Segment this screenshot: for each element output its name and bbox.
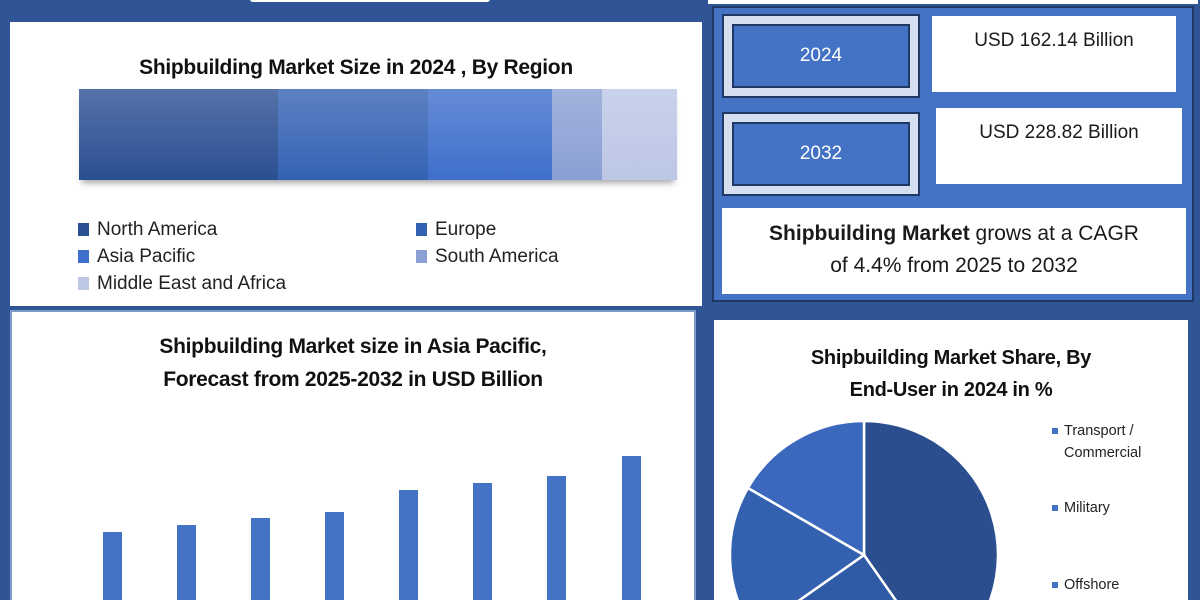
legend-item: Middle East and Africa: [78, 272, 416, 295]
asia-pacific-chart-title: Shipbuilding Market size in Asia Pacific…: [12, 330, 694, 396]
legend-label-line-1: Transport /: [1064, 423, 1134, 439]
end-user-panel: Shipbuilding Market Share, By End-User i…: [714, 320, 1188, 600]
frame-top-strip: [708, 0, 1198, 4]
year-label-2032: 2032: [732, 122, 910, 186]
eu-title-line-1: Shipbuilding Market Share, By: [810, 347, 1092, 369]
region-panel: Shipbuilding Market Size in 2024 , By Re…: [10, 22, 702, 306]
pie-legend-item: Transport / Commercial: [1052, 420, 1141, 464]
legend-swatch: [78, 277, 89, 290]
legend-label: Military: [1064, 500, 1110, 516]
bar: [399, 490, 418, 600]
eu-title-line-2: End-User in 2024 in %: [849, 379, 1053, 401]
cagr-statement: Shipbuilding Market grows at a CAGR of 4…: [722, 208, 1186, 294]
legend-swatch: [416, 250, 427, 263]
bar-segment: [79, 89, 279, 180]
legend-swatch: [1052, 505, 1058, 511]
legend-item: North America: [78, 218, 416, 241]
cagr-text-2: of 4.4% from 2025 to 2032: [830, 254, 1078, 277]
legend-label: Europe: [435, 218, 497, 240]
year-box-2024: 2024: [722, 14, 920, 98]
region-legend: North America Europe Asia Pacific South Ame…: [78, 218, 638, 295]
pie-slice: [797, 553, 898, 600]
pie-legend-item: Military: [1052, 497, 1110, 519]
bar-segment: [278, 89, 429, 180]
region-stacked-bar: [79, 89, 677, 180]
bar: [251, 518, 270, 600]
legend-item: Europe: [416, 218, 636, 241]
legend-label: Middle East and Africa: [97, 272, 287, 294]
bar: [622, 456, 641, 600]
ap-title-line-1: Shipbuilding Market size in Asia Pacific…: [159, 335, 547, 358]
legend-swatch: [78, 250, 89, 263]
market-value-2032: USD 228.82 Billion: [936, 108, 1182, 184]
region-chart-title: Shipbuilding Market Size in 2024 , By Re…: [139, 56, 573, 79]
market-value-2024: USD 162.14 Billion: [932, 16, 1176, 92]
legend-label: Asia Pacific: [97, 245, 196, 267]
legend-label: Transport / Commercial: [1064, 420, 1141, 464]
bar-segment: [552, 89, 603, 180]
bar-segment: [428, 89, 552, 180]
ap-title-line-2: Forecast from 2025-2032 in USD Billion: [163, 368, 543, 391]
kpi-area: 2024 USD 162.14 Billion 2032 USD 228.82 …: [712, 6, 1194, 302]
legend-swatch: [416, 223, 427, 236]
bar: [177, 525, 196, 600]
end-user-chart-title: Shipbuilding Market Share, By End-User i…: [714, 342, 1188, 406]
pie-slice: [746, 419, 866, 558]
pie-slice: [862, 419, 1000, 600]
legend-item: Asia Pacific: [78, 245, 416, 268]
bar: [473, 483, 492, 600]
legend-swatch: [1052, 582, 1058, 588]
legend-label-line-2: Commercial: [1064, 445, 1142, 461]
year-label-2024: 2024: [732, 24, 910, 88]
legend-swatch: [1052, 428, 1058, 434]
legend-item: South America: [416, 245, 636, 268]
asia-pacific-bar-chart: [12, 312, 698, 600]
year-box-2032: 2032: [722, 112, 920, 196]
cagr-text-1: grows at a CAGR: [969, 222, 1139, 245]
bar-segment: [602, 89, 677, 180]
bar: [325, 512, 344, 600]
legend-swatch: [78, 223, 89, 236]
frame-top-tab: [250, 0, 490, 2]
legend-label: Offshore: [1064, 577, 1120, 593]
pie-legend-item: Offshore: [1052, 574, 1119, 596]
bar: [103, 532, 122, 600]
legend-label: North America: [97, 218, 218, 240]
cagr-subject: Shipbuilding Market: [769, 222, 970, 245]
asia-pacific-panel: Shipbuilding Market size in Asia Pacific…: [10, 310, 696, 600]
pie-slice: [728, 486, 867, 600]
legend-label: South America: [435, 245, 559, 267]
bar: [547, 476, 566, 600]
end-user-pie-chart: [728, 419, 1000, 600]
